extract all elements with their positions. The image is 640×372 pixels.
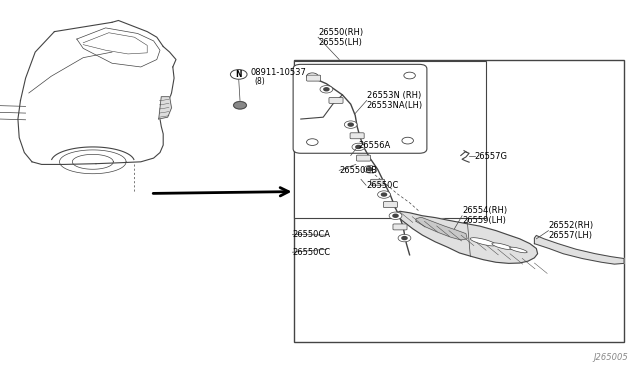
Polygon shape [416, 217, 467, 240]
FancyBboxPatch shape [356, 155, 371, 161]
Circle shape [393, 214, 398, 217]
Circle shape [364, 166, 376, 173]
FancyBboxPatch shape [329, 97, 343, 103]
Text: 26550CB: 26550CB [339, 166, 378, 175]
FancyBboxPatch shape [393, 224, 407, 230]
Text: J265005: J265005 [594, 353, 628, 362]
Circle shape [378, 191, 390, 198]
FancyBboxPatch shape [307, 75, 321, 81]
Ellipse shape [492, 243, 513, 250]
Bar [294, 60, 624, 342]
Circle shape [352, 143, 365, 151]
FancyBboxPatch shape [383, 202, 397, 208]
Circle shape [356, 145, 361, 148]
Text: 26552(RH)
26557(LH): 26552(RH) 26557(LH) [548, 221, 594, 240]
Circle shape [381, 193, 387, 196]
Circle shape [320, 86, 333, 93]
Ellipse shape [509, 247, 527, 253]
Text: (8): (8) [255, 77, 266, 86]
Text: N: N [236, 70, 242, 78]
Polygon shape [394, 211, 538, 263]
Text: 26550CA: 26550CA [292, 230, 330, 239]
Circle shape [398, 234, 411, 242]
Ellipse shape [470, 238, 496, 246]
FancyBboxPatch shape [371, 179, 385, 185]
Text: 26557G: 26557G [475, 152, 508, 161]
Circle shape [234, 102, 246, 109]
Circle shape [402, 237, 407, 240]
Text: 26550C: 26550C [366, 181, 398, 190]
Circle shape [230, 70, 247, 79]
Text: 26556A: 26556A [358, 141, 390, 150]
Bar [294, 61, 486, 218]
Text: 08911-10537: 08911-10537 [250, 68, 306, 77]
Circle shape [324, 88, 329, 91]
Polygon shape [534, 235, 624, 264]
FancyBboxPatch shape [350, 133, 364, 139]
Text: 26554(RH)
26559(LH): 26554(RH) 26559(LH) [462, 206, 508, 225]
Text: 26553N (RH)
26553NA(LH): 26553N (RH) 26553NA(LH) [367, 91, 423, 110]
FancyBboxPatch shape [293, 64, 427, 153]
Text: 26550CC: 26550CC [292, 248, 331, 257]
Text: 26550(RH)
26555(LH): 26550(RH) 26555(LH) [318, 28, 364, 47]
Circle shape [389, 212, 402, 219]
Circle shape [367, 168, 372, 171]
Polygon shape [159, 97, 172, 119]
Circle shape [348, 123, 353, 126]
Circle shape [344, 121, 357, 128]
